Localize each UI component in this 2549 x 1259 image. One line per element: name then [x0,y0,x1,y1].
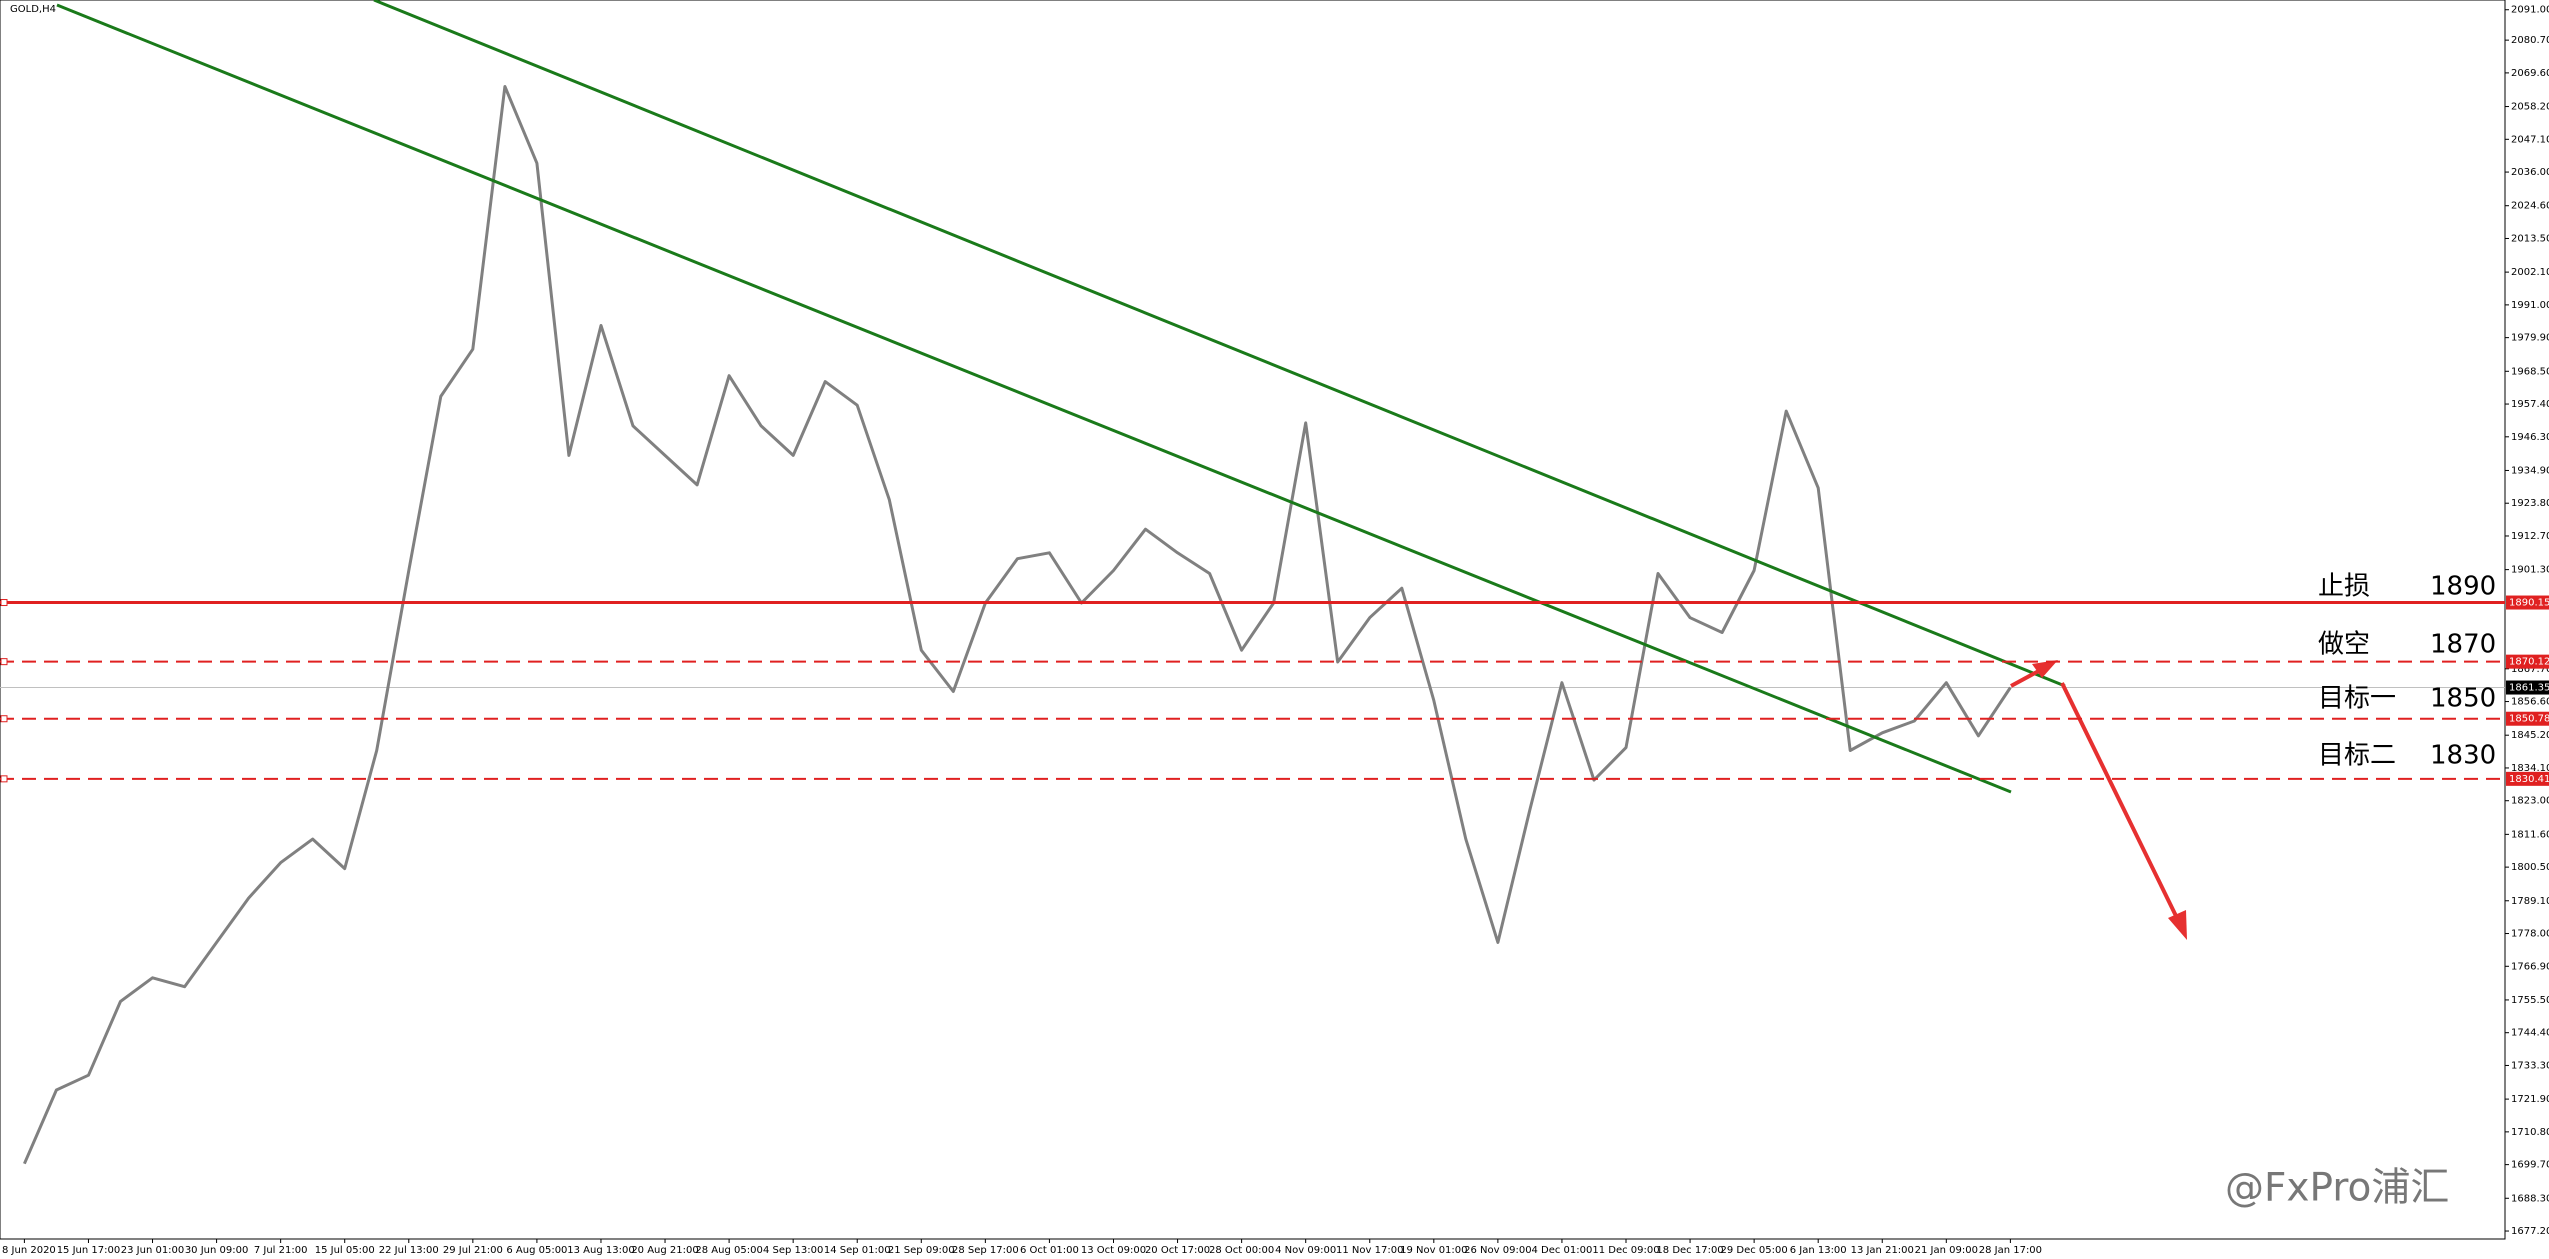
x-tick-label: 4 Nov 09:00 [1275,1245,1336,1256]
y-tick-label: 1811.60 [2511,829,2549,840]
y-tick-label: 2047.10 [2511,134,2549,145]
y-tick-label: 1778.00 [2511,929,2549,940]
y-tick-label: 1968.50 [2511,366,2549,377]
x-tick-label: 6 Jan 13:00 [1790,1245,1847,1256]
x-tick-label: 19 Nov 01:00 [1400,1245,1467,1256]
x-tick-label: 11 Nov 17:00 [1336,1245,1403,1256]
y-tick-label: 1710.80 [2511,1127,2549,1138]
y-tick-label: 1856.60 [2511,697,2549,708]
y-tick-label: 1867.70 [2511,664,2549,675]
y-tick-label: 1721.90 [2511,1094,2549,1105]
annotation-level: 1830 [2430,741,2496,771]
x-tick-label: 18 Dec 17:00 [1656,1245,1723,1256]
annotation-name: 做空 [2318,630,2370,660]
x-tick-label: 11 Dec 09:00 [1592,1245,1659,1256]
y-tick-label: 1755.50 [2511,995,2549,1006]
x-tick-label: 29 Dec 05:00 [1720,1245,1787,1256]
x-tick-label: 14 Sep 01:00 [824,1245,891,1256]
level-label: 1830.41 [2509,774,2549,785]
arrow-head [2032,660,2058,678]
y-tick-label: 2002.10 [2511,267,2549,278]
x-tick-label: 4 Dec 01:00 [1531,1245,1592,1256]
level-marker [0,599,8,607]
level-label: 1870.12 [2509,657,2549,668]
annotation-name: 目标一 [2318,684,2396,714]
x-tick-label: 20 Oct 17:00 [1145,1245,1210,1256]
y-tick-label: 1823.00 [2511,796,2549,807]
y-tick-label: 1991.00 [2511,300,2549,311]
annotation-level: 1850 [2430,684,2496,714]
level-marker [0,658,8,666]
x-tick-label: 28 Jan 17:00 [1979,1245,2042,1256]
level-label: 1890.15 [2509,598,2549,609]
x-tick-label: 15 Jun 17:00 [57,1245,121,1256]
y-tick-label: 2080.70 [2511,35,2549,46]
x-tick-label: 28 Oct 00:00 [1209,1245,1274,1256]
x-tick-label: 6 Aug 05:00 [506,1245,567,1256]
y-tick-label: 1845.20 [2511,730,2549,741]
level-box [2506,771,2549,786]
level-box [2506,711,2549,726]
x-tick-label: 13 Oct 09:00 [1081,1245,1146,1256]
y-tick-label: 2036.00 [2511,167,2549,178]
y-tick-label: 1834.10 [2511,763,2549,774]
arrow-head [2168,910,2187,940]
y-tick-label: 1934.90 [2511,465,2549,476]
x-tick-label: 6 Oct 01:00 [1020,1245,1079,1256]
current-price-box [2506,680,2549,695]
x-tick-label: 30 Jun 09:00 [185,1245,249,1256]
x-tick-label: 28 Sep 17:00 [952,1245,1019,1256]
y-tick-label: 1957.40 [2511,399,2549,410]
y-tick-label: 1901.30 [2511,565,2549,576]
annotation-name: 目标二 [2318,741,2396,771]
annotation-name: 止损 [2318,572,2370,602]
y-tick-label: 1923.80 [2511,498,2549,509]
level-marker [0,775,8,783]
y-tick-label: 1979.90 [2511,333,2549,344]
level-marker [0,715,8,723]
x-tick-label: 13 Aug 13:00 [567,1245,634,1256]
y-tick-label: 1946.30 [2511,432,2549,443]
x-tick-label: 13 Jan 21:00 [1851,1245,1914,1256]
x-tick-label: 23 Jun 01:00 [121,1245,185,1256]
x-tick-label: 8 Jun 2020 [2,1245,56,1256]
y-tick-label: 1744.40 [2511,1028,2549,1039]
x-tick-label: 4 Sep 13:00 [763,1245,823,1256]
annotation-level: 1890 [2430,572,2496,602]
chart-title: GOLD,H4 [10,4,56,15]
x-tick-label: 29 Jul 21:00 [443,1245,503,1256]
y-tick-label: 1766.90 [2511,961,2549,972]
x-tick-label: 15 Jul 05:00 [315,1245,375,1256]
y-tick-label: 1789.10 [2511,896,2549,907]
trend-line [373,0,2066,688]
y-tick-label: 1800.50 [2511,862,2549,873]
x-tick-label: 22 Jul 13:00 [379,1245,439,1256]
y-tick-label: 1912.70 [2511,531,2549,542]
plot-frame [0,0,2506,1240]
x-tick-label: 26 Nov 09:00 [1464,1245,1531,1256]
y-tick-label: 1688.30 [2511,1193,2549,1204]
current-price-label: 1861.35 [2509,683,2549,694]
y-tick-label: 2058.20 [2511,102,2549,113]
level-label: 1850.78 [2509,714,2549,725]
y-tick-label: 1733.30 [2511,1060,2549,1071]
y-tick-label: 2013.50 [2511,233,2549,244]
x-tick-label: 21 Sep 09:00 [888,1245,955,1256]
y-tick-label: 2069.60 [2511,68,2549,79]
x-tick-label: 28 Aug 05:00 [695,1245,762,1256]
y-tick-label: 1699.70 [2511,1160,2549,1171]
watermark: @FxPro浦汇 [2225,1166,2449,1211]
y-tick-label: 2091.00 [2511,5,2549,16]
annotation-level: 1870 [2430,630,2496,660]
level-box [2506,654,2549,669]
x-tick-label: 21 Jan 09:00 [1915,1245,1978,1256]
x-tick-label: 20 Aug 21:00 [631,1245,698,1256]
arrow [2060,682,2179,919]
level-box [2506,595,2549,610]
y-tick-label: 1677.20 [2511,1226,2549,1237]
x-tick-label: 7 Jul 21:00 [254,1245,308,1256]
y-tick-label: 2024.60 [2511,201,2549,212]
